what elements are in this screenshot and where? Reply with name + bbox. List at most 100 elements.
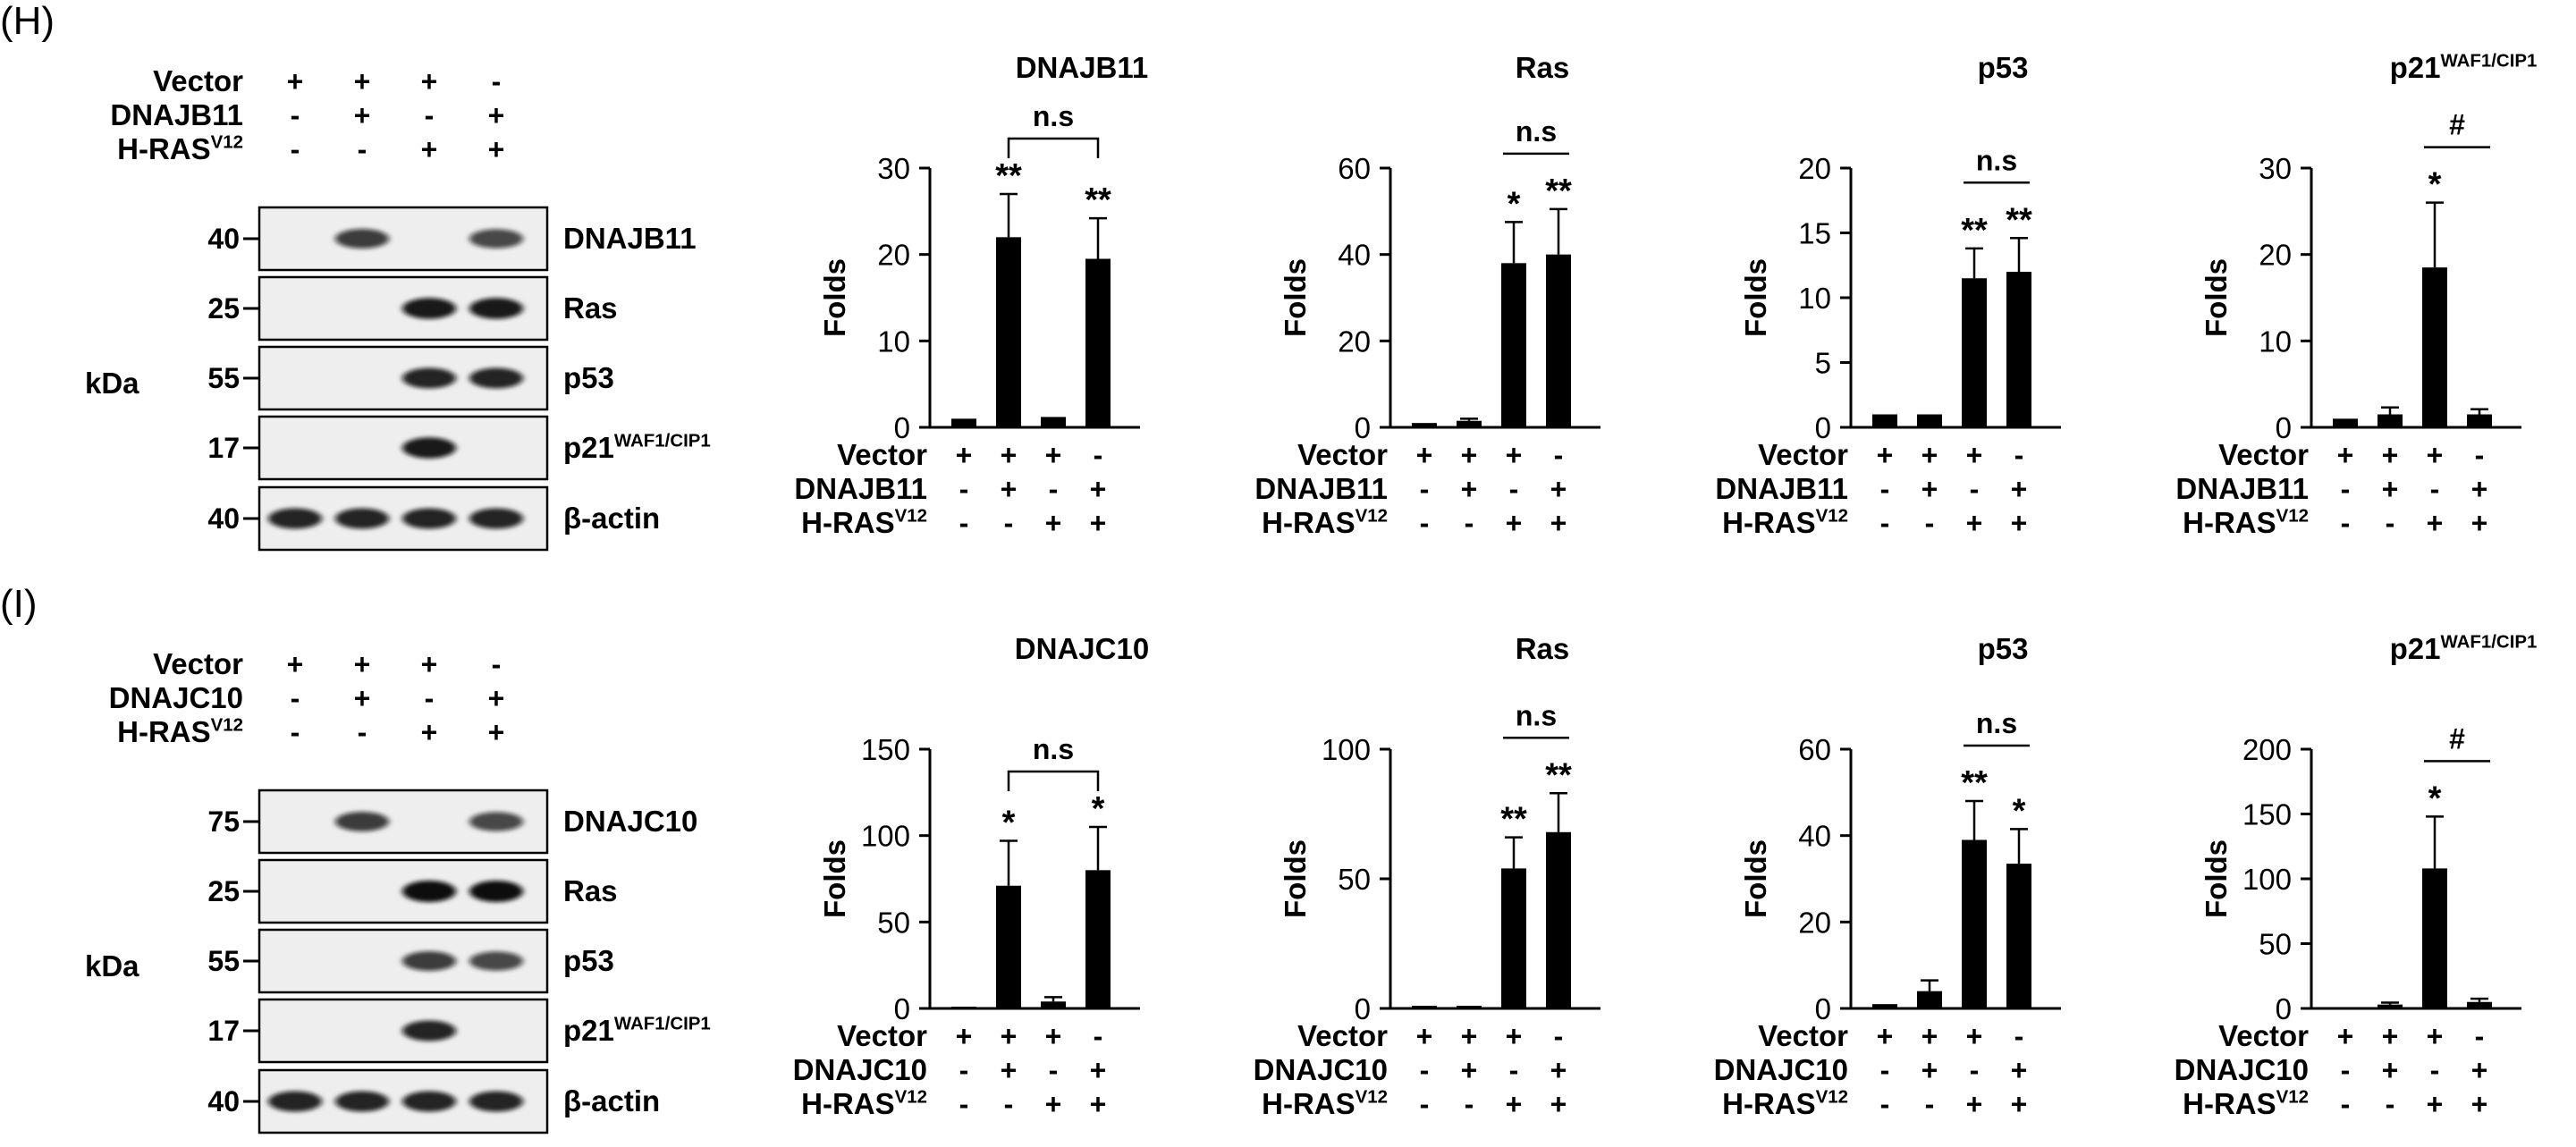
blot-sign: -: [291, 716, 300, 748]
condition-sign: +: [1001, 1020, 1018, 1052]
protein-label-main: Ras: [563, 291, 618, 325]
significance-star: **: [1500, 801, 1527, 839]
condition-sign: +: [1461, 1020, 1478, 1052]
condition-label: H-RASV12: [2183, 505, 2309, 539]
comparison-label: n.s: [1516, 115, 1557, 148]
bar: [951, 418, 976, 427]
condition-label-main: Vector: [1297, 438, 1388, 471]
blot-band: [335, 229, 389, 249]
condition-sign: -: [1925, 1088, 1935, 1120]
condition-sign: -: [959, 507, 969, 539]
blot-band: [335, 508, 389, 529]
blot-sign: +: [421, 648, 438, 680]
condition-sign: +: [2011, 507, 2028, 539]
comparison-label: n.s: [1033, 733, 1074, 765]
bar: [951, 1007, 976, 1008]
condition-sign: -: [1925, 507, 1935, 539]
panel-h: (H)Vector + + + -DNAJB11- + - +H-RASV12- - + +40 DN…: [0, 0, 711, 552]
y-tick-label: 5: [1815, 347, 1831, 380]
y-tick-label: 10: [2259, 325, 2292, 358]
condition-sign: +: [2382, 439, 2399, 471]
blot-condition-label-main: H-RAS: [117, 715, 211, 748]
condition-sign: -: [2475, 439, 2485, 471]
significance-star: **: [1545, 756, 1572, 794]
blot-condition-label: Vector: [153, 647, 243, 680]
condition-sign: +: [1921, 439, 1938, 471]
condition-sign: -: [1554, 1020, 1564, 1052]
blot-condition-row: Vector + + + -: [153, 647, 501, 680]
condition-label-main: Vector: [1297, 1019, 1388, 1052]
condition-sign: -: [1509, 473, 1519, 505]
condition-sign: +: [1966, 1088, 1983, 1120]
y-tick-label: 20: [2259, 239, 2292, 272]
blot-band: [402, 881, 456, 902]
condition-label: H-RASV12: [1262, 505, 1388, 539]
significance-star: *: [2013, 792, 2026, 830]
condition-label: Vector: [2218, 1019, 2309, 1052]
protein-label-sup: WAF1/CIP1: [614, 1013, 711, 1033]
condition-sign: +: [1045, 1020, 1062, 1052]
blot-band: [268, 508, 322, 529]
condition-sign: -: [1049, 1054, 1059, 1086]
condition-sign: +: [2427, 1088, 2444, 1120]
blot-sign: -: [291, 133, 300, 165]
condition-label-sup: V12: [2276, 1086, 2309, 1107]
y-tick-label: 0: [894, 992, 910, 1025]
comparison-bracket: [1007, 137, 1100, 158]
blot-condition-label: DNAJC10: [109, 681, 243, 714]
condition-label: DNAJC10: [1254, 1053, 1388, 1086]
condition-label: Vector: [1758, 1019, 1848, 1052]
significance-star: **: [1085, 181, 1111, 219]
condition-label-main: Vector: [1758, 438, 1848, 471]
condition-sign: -: [2014, 1020, 2024, 1052]
condition-sign: -: [1880, 473, 1890, 505]
y-tick-label: 60: [1338, 152, 1371, 185]
y-tick-label: 30: [877, 152, 910, 185]
condition-label-main: DNAJB11: [1715, 472, 1848, 505]
blot-condition-row: DNAJB11 - + - +: [110, 98, 504, 131]
blot-band: [469, 881, 523, 902]
y-tick-label: 15: [1798, 217, 1831, 250]
significance-star: *: [2428, 166, 2442, 204]
condition-sign: +: [1506, 1088, 1523, 1120]
protein-label: p21WAF1/CIP1: [563, 430, 711, 464]
condition-label: H-RASV12: [801, 1086, 927, 1120]
condition-label: H-RASV12: [801, 505, 927, 539]
significance-star: *: [1508, 185, 1521, 223]
bar: [1501, 868, 1526, 1008]
bar: [1085, 258, 1111, 427]
bar: [996, 885, 1021, 1008]
blot-sign: +: [488, 716, 505, 748]
condition-label-main: DNAJB11: [1254, 472, 1388, 505]
y-tick-label: 0: [1355, 992, 1371, 1025]
blot-sign: +: [488, 133, 505, 165]
blot-condition-label: H-RASV12: [117, 714, 243, 748]
comparison-label: n.s: [1033, 100, 1074, 132]
protein-label-main: DNAJB11: [563, 222, 697, 255]
bar: [996, 237, 1021, 427]
blot-strip: 75 DNAJC10: [207, 789, 697, 855]
condition-sign: -: [1465, 1088, 1474, 1120]
condition-label-main: H-RAS: [801, 1087, 895, 1120]
blot-condition-row: H-RASV12 - - + +: [117, 714, 504, 748]
condition-sign: -: [2014, 439, 2024, 471]
comparison-label: n.s: [1516, 699, 1557, 731]
condition-sign: +: [1416, 1020, 1433, 1052]
y-tick-label: 0: [894, 411, 910, 444]
y-tick-label: 20: [1338, 325, 1371, 358]
protein-label: p21WAF1/CIP1: [563, 1013, 711, 1047]
blot-band: [469, 812, 523, 831]
y-tick-label: 50: [1338, 863, 1371, 896]
condition-label: DNAJC10: [2175, 1053, 2309, 1086]
blot-sign: +: [287, 65, 304, 97]
y-tick-label: 200: [2242, 733, 2292, 766]
protein-label: Ras: [563, 874, 618, 907]
chart-title-main: p21: [2390, 51, 2441, 84]
blot-strip-frame: [258, 998, 549, 1064]
condition-label: Vector: [1758, 438, 1848, 471]
blot-band: [402, 508, 456, 529]
